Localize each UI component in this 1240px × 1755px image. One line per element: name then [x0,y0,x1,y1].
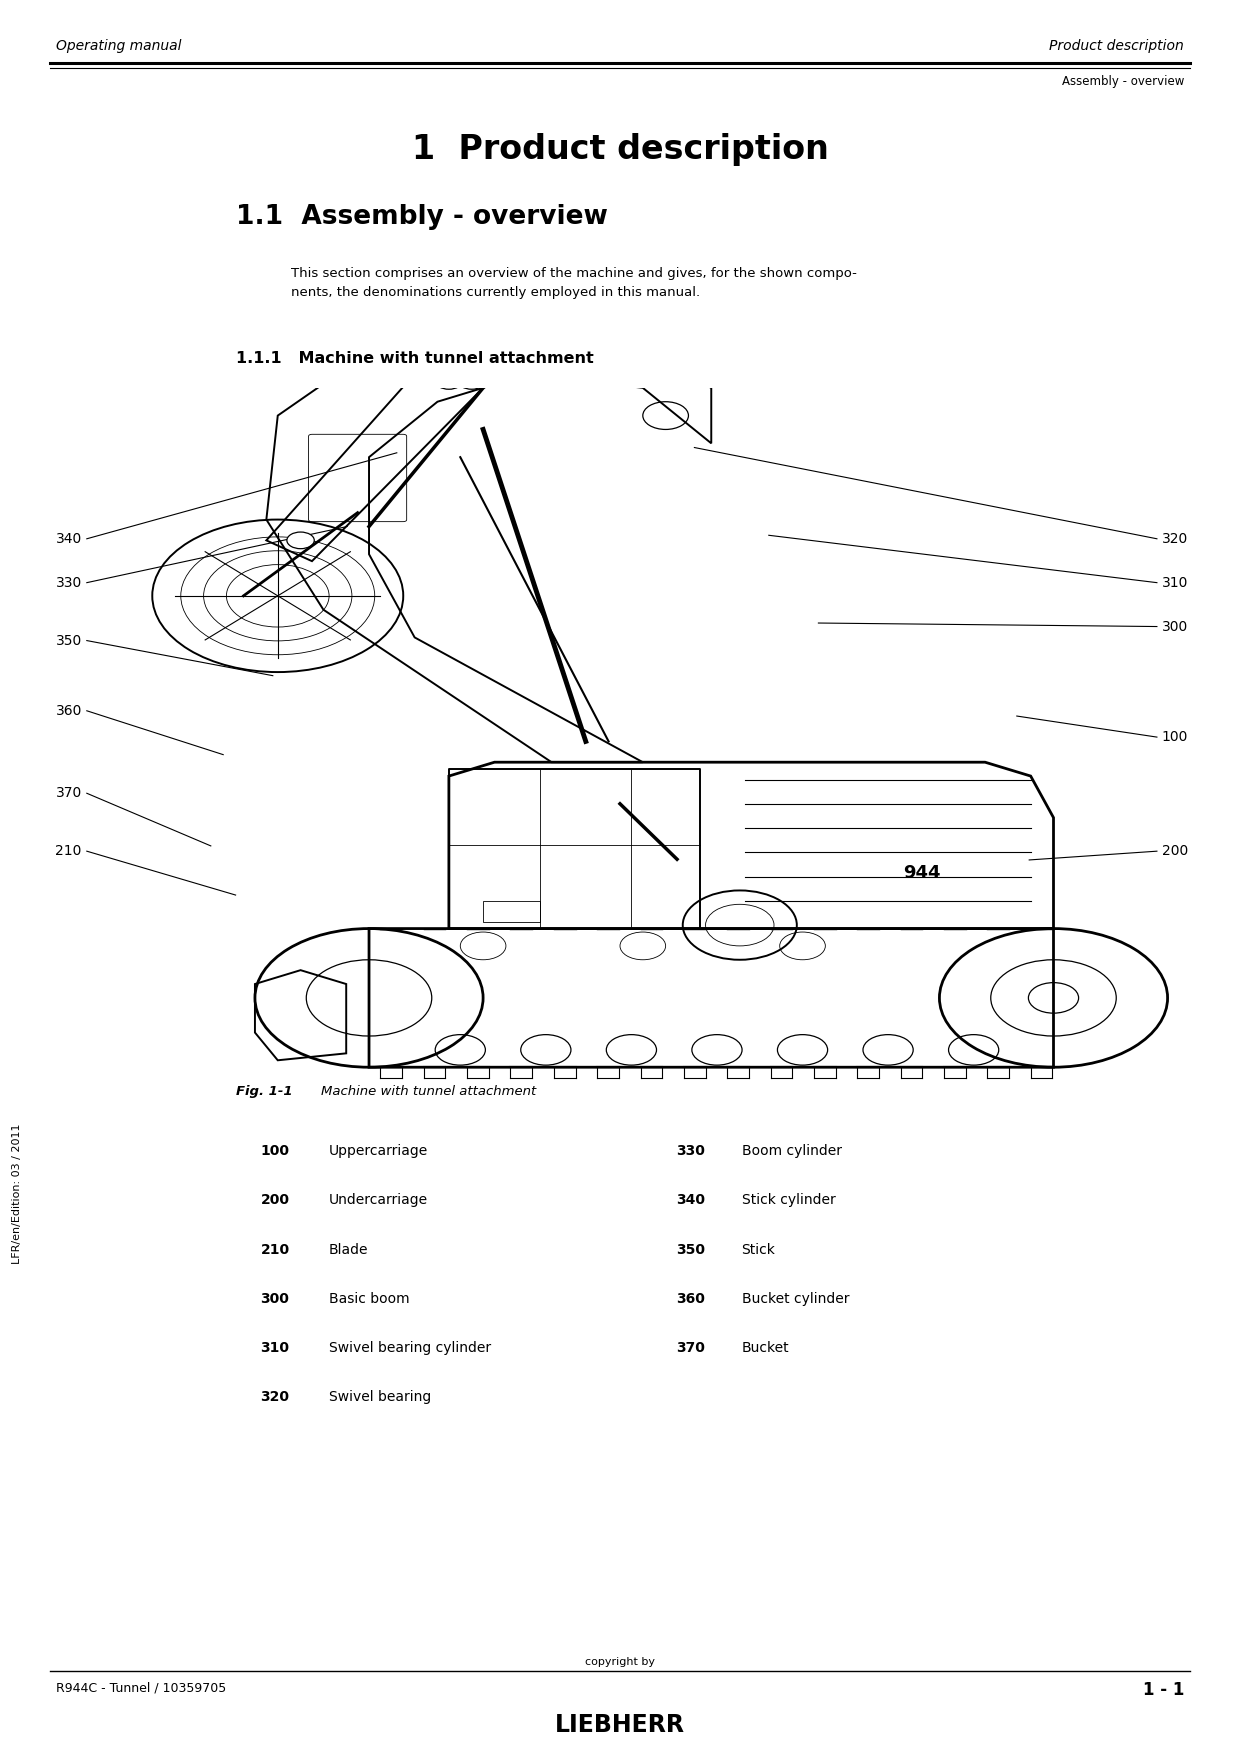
Text: Boom cylinder: Boom cylinder [742,1144,842,1158]
Text: LIEBHERR: LIEBHERR [556,1713,684,1737]
Text: 370: 370 [56,786,82,800]
Text: LFR/en/Edition: 03 / 2011: LFR/en/Edition: 03 / 2011 [12,1123,22,1264]
Text: Stick: Stick [742,1243,775,1257]
Circle shape [435,372,463,390]
Text: 370: 370 [676,1341,704,1355]
Text: Product description: Product description [1049,39,1184,53]
Text: 100: 100 [1162,730,1188,744]
Text: 330: 330 [676,1144,704,1158]
Text: 100: 100 [260,1144,289,1158]
Text: This section comprises an overview of the machine and gives, for the shown compo: This section comprises an overview of th… [291,267,857,298]
Text: 360: 360 [676,1292,704,1306]
Text: Machine with tunnel attachment: Machine with tunnel attachment [304,1085,536,1097]
Text: 1  Product description: 1 Product description [412,133,828,167]
Text: 340: 340 [676,1193,704,1207]
Circle shape [286,532,314,549]
Text: 360: 360 [56,704,82,718]
Text: Assembly - overview: Assembly - overview [1061,75,1184,88]
Text: 310: 310 [260,1341,289,1355]
Text: 200: 200 [1162,844,1188,858]
Text: 330: 330 [56,576,82,590]
Text: 300: 300 [260,1292,289,1306]
Text: 320: 320 [260,1390,289,1404]
Text: 340: 340 [56,532,82,546]
Text: Bucket: Bucket [742,1341,789,1355]
Text: 210: 210 [260,1243,289,1257]
Text: Uppercarriage: Uppercarriage [329,1144,428,1158]
Text: copyright by: copyright by [585,1657,655,1667]
Text: 1 - 1: 1 - 1 [1143,1681,1184,1699]
Text: Basic boom: Basic boom [329,1292,409,1306]
Bar [484,900,541,921]
Text: 320: 320 [1162,532,1188,546]
Circle shape [458,372,485,390]
Text: R944C - Tunnel / 10359705: R944C - Tunnel / 10359705 [56,1681,226,1694]
Text: Stick cylinder: Stick cylinder [742,1193,836,1207]
Text: Bucket cylinder: Bucket cylinder [742,1292,849,1306]
Text: 310: 310 [1162,576,1188,590]
Text: 200: 200 [260,1193,289,1207]
Text: 1.1  Assembly - overview: 1.1 Assembly - overview [236,204,608,230]
Text: 210: 210 [56,844,82,858]
Text: 350: 350 [676,1243,704,1257]
Text: 300: 300 [1162,620,1188,634]
Text: Operating manual: Operating manual [56,39,181,53]
Text: Undercarriage: Undercarriage [329,1193,428,1207]
Text: 944: 944 [904,863,941,883]
Text: Swivel bearing: Swivel bearing [329,1390,430,1404]
Text: Blade: Blade [329,1243,368,1257]
Text: 1.1.1   Machine with tunnel attachment: 1.1.1 Machine with tunnel attachment [236,351,594,367]
Text: Fig. 1-1: Fig. 1-1 [236,1085,293,1097]
Text: 350: 350 [56,634,82,648]
Text: Swivel bearing cylinder: Swivel bearing cylinder [329,1341,491,1355]
